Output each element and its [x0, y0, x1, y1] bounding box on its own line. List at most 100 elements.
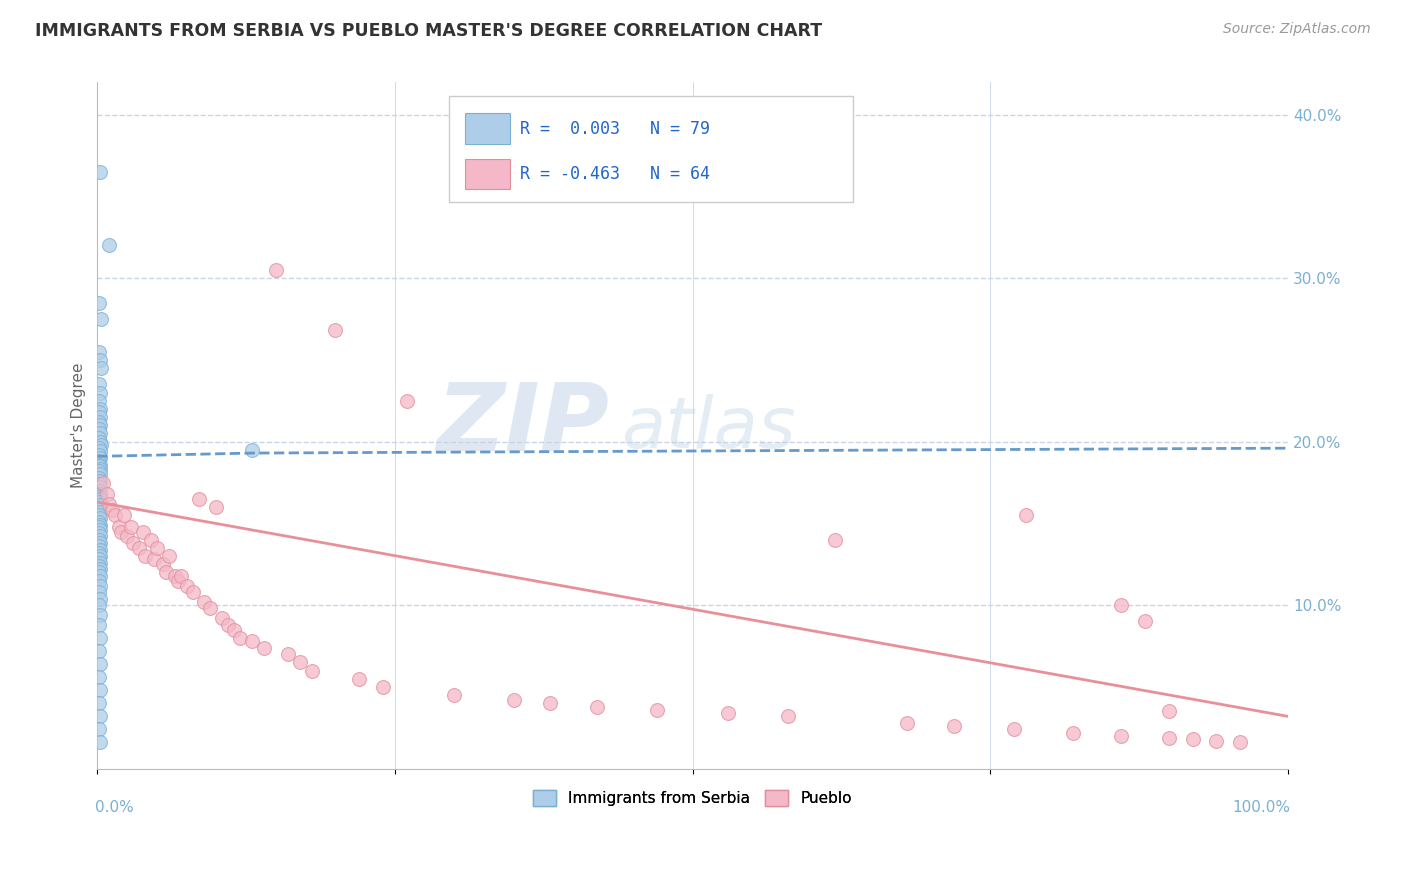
Point: [87, 393, 110, 408]
Point: [87, 598, 110, 612]
Point: [100, 503, 122, 517]
Point: [325, 323, 347, 337]
Legend: Immigrants from Serbia, Pueblo: Immigrants from Serbia, Pueblo: [527, 784, 858, 813]
Point: [1109, 598, 1132, 612]
FancyBboxPatch shape: [449, 95, 853, 202]
Y-axis label: Master's Degree: Master's Degree: [72, 362, 86, 488]
Point: [645, 703, 668, 717]
Point: [89, 444, 111, 458]
Text: IMMIGRANTS FROM SERBIA VS PUEBLO MASTER'S DEGREE CORRELATION CHART: IMMIGRANTS FROM SERBIA VS PUEBLO MASTER'…: [35, 22, 823, 40]
Point: [89, 467, 111, 482]
Point: [90, 438, 112, 452]
Point: [229, 631, 252, 645]
Point: [89, 683, 111, 698]
Text: ZIP: ZIP: [436, 379, 609, 471]
Point: [90, 312, 112, 326]
Text: 100.0%: 100.0%: [1232, 799, 1291, 814]
Point: [128, 541, 150, 555]
Point: [443, 688, 465, 702]
Point: [89, 511, 111, 525]
FancyBboxPatch shape: [465, 113, 510, 144]
Point: [1229, 735, 1251, 749]
Point: [89, 385, 111, 400]
Point: [87, 533, 110, 547]
Point: [131, 524, 153, 539]
Point: [89, 487, 111, 501]
Point: [115, 529, 138, 543]
Point: [87, 377, 110, 392]
Point: [200, 601, 222, 615]
Point: [89, 505, 111, 519]
Point: [87, 483, 110, 498]
Point: [104, 508, 127, 523]
Point: [824, 533, 846, 547]
Point: [89, 529, 111, 543]
Point: [90, 361, 112, 376]
Point: [89, 631, 111, 645]
Point: [181, 585, 204, 599]
Point: [1157, 705, 1180, 719]
Point: [89, 523, 111, 537]
Point: [87, 431, 110, 445]
Point: [107, 519, 129, 533]
Point: [87, 558, 110, 573]
Point: [193, 595, 215, 609]
Point: [91, 475, 114, 490]
Point: [87, 515, 110, 529]
Point: [87, 501, 110, 516]
Point: [87, 566, 110, 580]
Point: [89, 568, 111, 582]
Point: [1109, 729, 1132, 743]
Point: [224, 623, 246, 637]
Point: [538, 696, 561, 710]
Point: [87, 421, 110, 435]
Point: [110, 524, 132, 539]
Point: [89, 549, 111, 563]
Text: R =  0.003   N = 79: R = 0.003 N = 79: [520, 120, 710, 137]
Point: [87, 696, 110, 710]
Point: [89, 418, 111, 433]
Point: [1133, 615, 1156, 629]
Point: [120, 519, 142, 533]
Point: [89, 542, 111, 557]
Point: [217, 617, 239, 632]
Point: [87, 470, 110, 484]
Text: 0.0%: 0.0%: [96, 799, 134, 814]
Point: [89, 426, 111, 441]
Point: [157, 549, 180, 563]
Point: [87, 552, 110, 566]
Point: [87, 459, 110, 474]
Point: [1062, 725, 1084, 739]
Point: [89, 450, 111, 465]
Point: [122, 536, 145, 550]
Point: [87, 295, 110, 310]
Point: [277, 647, 299, 661]
Point: [87, 464, 110, 478]
Point: [89, 518, 111, 533]
Point: [89, 735, 111, 749]
Point: [89, 474, 111, 488]
Point: [89, 491, 111, 506]
Point: [87, 539, 110, 553]
Point: [155, 566, 177, 580]
Point: [87, 508, 110, 523]
Point: [87, 670, 110, 684]
Point: [89, 536, 111, 550]
Point: [586, 699, 609, 714]
Point: [288, 656, 311, 670]
Point: [187, 491, 209, 506]
Point: [87, 405, 110, 419]
Point: [776, 709, 799, 723]
Point: [176, 578, 198, 592]
Point: [89, 591, 111, 606]
Point: [89, 434, 111, 449]
Point: [163, 568, 186, 582]
Point: [87, 574, 110, 588]
Point: [98, 238, 121, 252]
Point: [717, 706, 740, 720]
Point: [152, 558, 174, 572]
Text: R = -0.463   N = 64: R = -0.463 N = 64: [520, 165, 710, 183]
Point: [89, 657, 111, 671]
Point: [240, 634, 263, 648]
Point: [143, 552, 166, 566]
